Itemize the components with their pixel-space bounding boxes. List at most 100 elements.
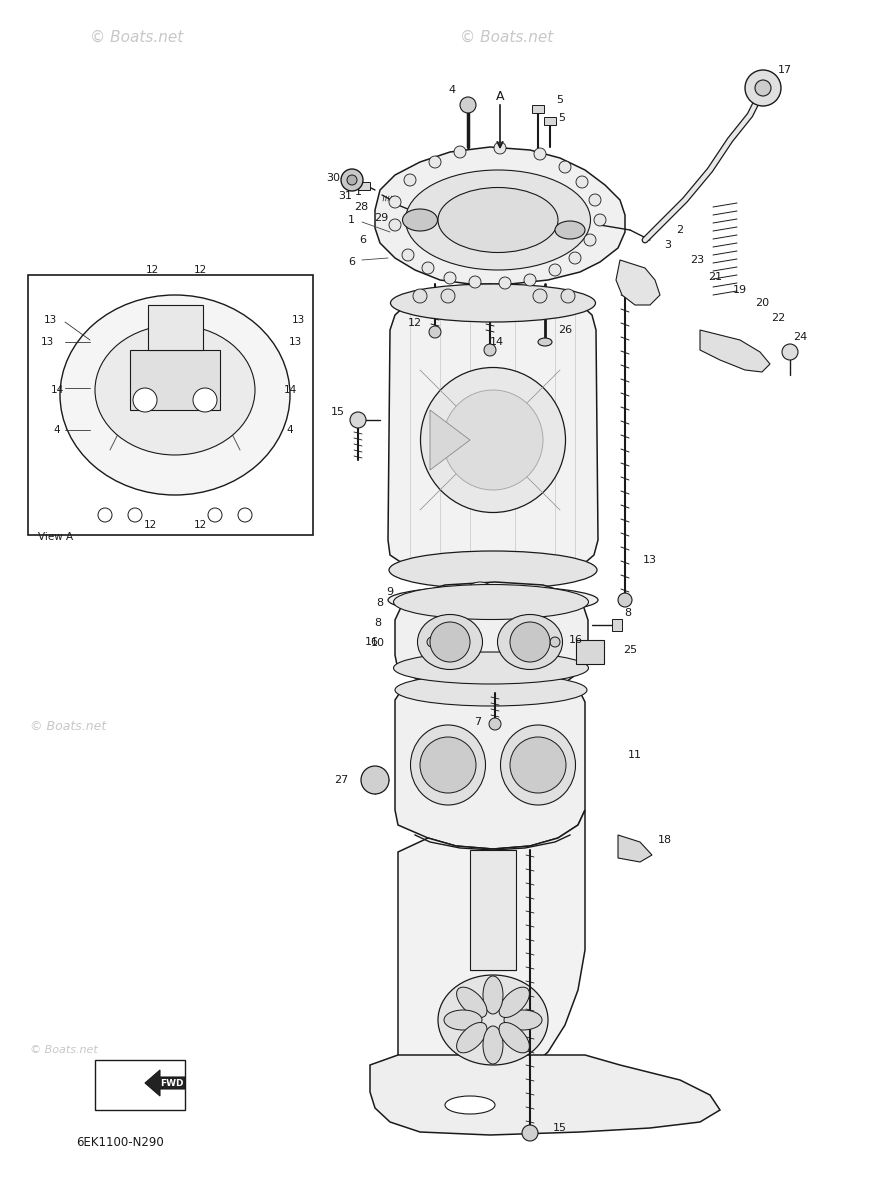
Ellipse shape xyxy=(499,1022,529,1052)
Text: 27: 27 xyxy=(334,775,348,785)
Ellipse shape xyxy=(438,187,558,252)
Circle shape xyxy=(522,1126,538,1141)
Circle shape xyxy=(594,214,606,226)
Text: 28: 28 xyxy=(354,202,368,212)
Ellipse shape xyxy=(501,725,575,805)
Ellipse shape xyxy=(483,1026,503,1064)
Circle shape xyxy=(193,388,217,412)
Ellipse shape xyxy=(402,209,437,230)
Polygon shape xyxy=(395,582,588,692)
Text: 12: 12 xyxy=(143,520,156,530)
Text: 16: 16 xyxy=(569,635,583,646)
Ellipse shape xyxy=(504,1010,542,1030)
Circle shape xyxy=(347,175,357,185)
Bar xyxy=(130,350,220,410)
Polygon shape xyxy=(430,410,470,470)
Circle shape xyxy=(427,637,437,647)
Polygon shape xyxy=(398,810,585,1092)
Text: 22: 22 xyxy=(771,313,785,323)
Text: 3: 3 xyxy=(665,240,672,250)
Text: 1: 1 xyxy=(355,187,362,197)
Circle shape xyxy=(341,169,363,191)
Text: 12: 12 xyxy=(145,265,159,275)
Circle shape xyxy=(510,737,566,793)
Circle shape xyxy=(429,326,441,338)
Text: 23: 23 xyxy=(690,254,704,265)
Text: 6: 6 xyxy=(359,235,366,245)
Circle shape xyxy=(534,148,546,160)
Text: 4: 4 xyxy=(54,425,60,434)
Circle shape xyxy=(499,277,511,289)
Text: A: A xyxy=(495,90,504,103)
Ellipse shape xyxy=(483,976,503,1014)
Text: 21: 21 xyxy=(708,272,722,282)
Circle shape xyxy=(402,248,414,260)
Circle shape xyxy=(549,264,561,276)
Circle shape xyxy=(462,582,498,618)
Text: 12: 12 xyxy=(194,520,207,530)
Text: 8: 8 xyxy=(376,598,383,608)
Ellipse shape xyxy=(499,988,529,1018)
Text: 18: 18 xyxy=(658,835,672,845)
Polygon shape xyxy=(145,1070,185,1096)
Circle shape xyxy=(559,161,571,173)
Text: © Boats.net: © Boats.net xyxy=(90,30,183,44)
Polygon shape xyxy=(388,286,598,584)
Text: 13: 13 xyxy=(289,337,302,347)
Text: 15: 15 xyxy=(553,1123,567,1133)
Circle shape xyxy=(469,276,481,288)
Ellipse shape xyxy=(389,551,597,589)
Bar xyxy=(576,640,604,664)
Ellipse shape xyxy=(388,586,598,614)
Circle shape xyxy=(576,176,588,188)
Circle shape xyxy=(745,70,781,106)
Text: 8: 8 xyxy=(625,608,632,618)
Text: 7: 7 xyxy=(474,716,481,727)
Text: 5: 5 xyxy=(556,95,563,104)
Ellipse shape xyxy=(456,988,487,1018)
Bar xyxy=(28,275,313,535)
Circle shape xyxy=(494,142,506,154)
Text: 8: 8 xyxy=(375,618,381,628)
Circle shape xyxy=(98,508,112,522)
Text: 30: 30 xyxy=(326,173,340,182)
Circle shape xyxy=(510,622,550,662)
Text: © Boats.net: © Boats.net xyxy=(460,30,554,44)
Text: 4: 4 xyxy=(448,85,455,95)
Ellipse shape xyxy=(444,1010,482,1030)
Circle shape xyxy=(782,344,798,360)
Text: 12: 12 xyxy=(408,318,422,328)
Text: 20: 20 xyxy=(755,298,769,308)
Circle shape xyxy=(482,592,498,608)
Ellipse shape xyxy=(456,1022,487,1052)
Text: 16: 16 xyxy=(365,637,379,647)
Circle shape xyxy=(524,274,536,286)
Ellipse shape xyxy=(406,170,591,270)
Bar xyxy=(470,850,516,970)
Text: 14: 14 xyxy=(50,385,63,395)
Polygon shape xyxy=(616,260,660,305)
Ellipse shape xyxy=(410,725,486,805)
Circle shape xyxy=(755,80,771,96)
Ellipse shape xyxy=(421,367,566,512)
Text: 12: 12 xyxy=(194,265,207,275)
Text: 26: 26 xyxy=(558,325,572,335)
Text: 13: 13 xyxy=(643,554,657,565)
Ellipse shape xyxy=(394,584,588,619)
Circle shape xyxy=(350,412,366,428)
Text: 4: 4 xyxy=(287,425,294,434)
Ellipse shape xyxy=(394,652,588,684)
Text: 11: 11 xyxy=(628,750,642,760)
Text: 14: 14 xyxy=(283,385,296,395)
Bar xyxy=(544,116,556,125)
Ellipse shape xyxy=(417,614,482,670)
Bar xyxy=(358,182,370,190)
Circle shape xyxy=(133,388,157,412)
Circle shape xyxy=(238,508,252,522)
Ellipse shape xyxy=(60,295,290,494)
Circle shape xyxy=(533,289,547,302)
Circle shape xyxy=(547,592,563,608)
Text: 6EK1100-N290: 6EK1100-N290 xyxy=(76,1135,164,1148)
Circle shape xyxy=(589,194,601,206)
Circle shape xyxy=(517,592,533,608)
